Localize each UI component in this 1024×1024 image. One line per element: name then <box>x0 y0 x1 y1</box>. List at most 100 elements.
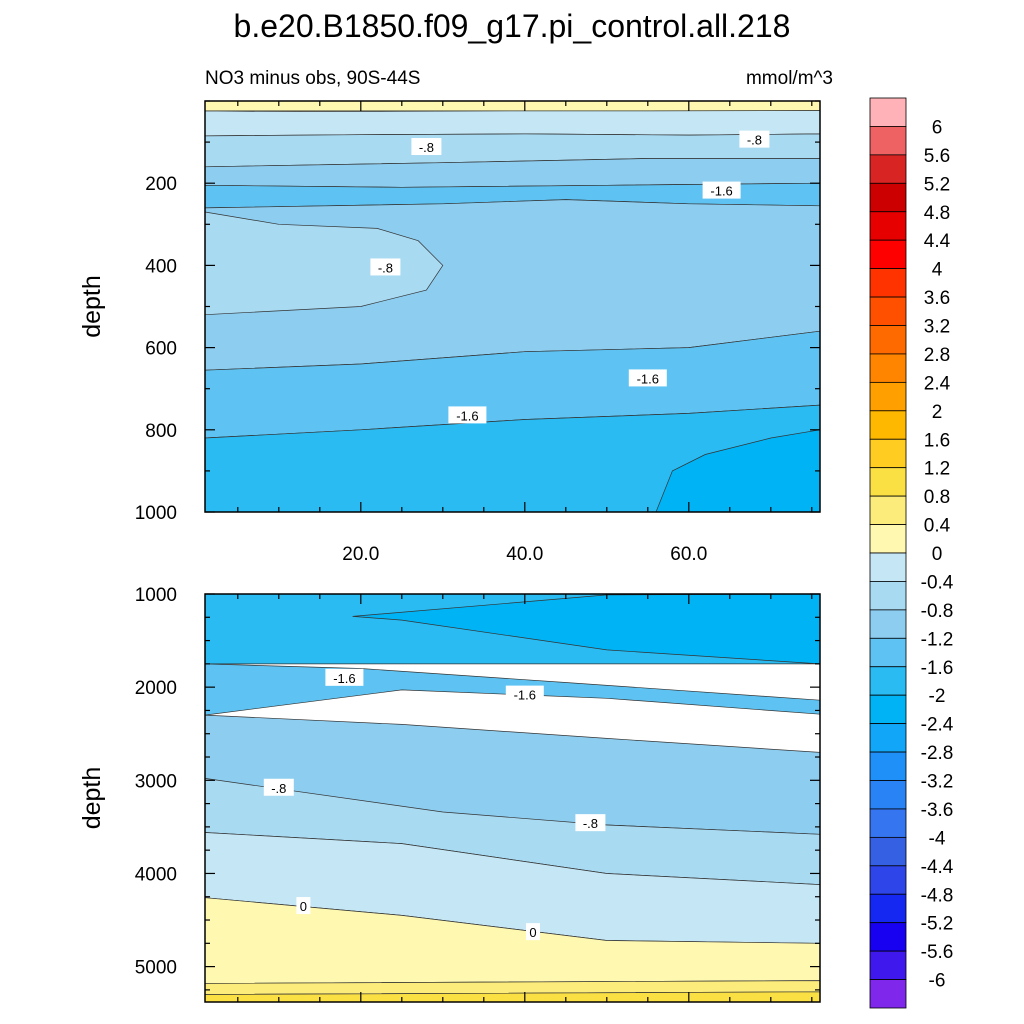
colorbar-label: -0.4 <box>921 572 954 593</box>
contour-label-bg <box>411 138 442 156</box>
colorbar-swatch <box>869 751 907 781</box>
colorbar-swatch <box>869 97 907 127</box>
colorbar-label: -2 <box>929 686 946 707</box>
colorbar-swatch <box>869 836 907 867</box>
x-tick-label: 60.0 <box>670 544 707 565</box>
colorbar-label: 6 <box>932 117 943 138</box>
figure-title: b.e20.B1850.f09_g17.pi_control.all.218 <box>234 8 791 44</box>
upper-contour-panel: -.8 -.8 -1.6 -.8 -1.6 -1.6 200 400 600 800 1000 20.… <box>78 100 821 565</box>
contour-label: -.8 <box>378 260 393 275</box>
colorbar-label: 3.2 <box>924 317 950 338</box>
y-axis-title: depth <box>78 767 106 830</box>
colorbar-swatch <box>869 893 907 924</box>
contour-label-bg <box>370 258 401 276</box>
colorbar-swatch <box>869 467 907 497</box>
y-tick-label: 1000 <box>135 503 177 524</box>
colorbar-label: 1.6 <box>924 430 950 451</box>
y-tick-label: 400 <box>145 256 177 277</box>
colorbar-swatch <box>869 694 907 725</box>
colorbar-swatch <box>869 552 907 582</box>
contour-label-bg <box>448 406 487 424</box>
colorbar-swatch <box>869 495 907 525</box>
colorbar-swatch <box>869 609 907 639</box>
colorbar-swatch <box>869 438 907 469</box>
left-subtitle: NO3 minus obs, 90S-44S <box>205 68 420 89</box>
colorbar-label: 3.6 <box>924 288 950 309</box>
colorbar-swatch <box>869 808 907 838</box>
contour-label-bg <box>325 668 364 686</box>
colorbar-swatch <box>869 154 907 184</box>
contour-label: -1.6 <box>637 371 659 386</box>
colorbar-label: -5.6 <box>921 942 954 963</box>
contour-band <box>205 110 820 137</box>
colorbar-label: 5.2 <box>924 174 950 195</box>
contour-label-bg <box>505 685 544 703</box>
colorbar-label: 2.8 <box>924 345 950 366</box>
contour-label-bg <box>628 369 667 387</box>
contour-band <box>205 404 820 512</box>
colorbar-swatch <box>869 381 907 412</box>
contour-label: -1.6 <box>710 184 732 199</box>
colorbar-swatch <box>869 268 907 298</box>
colorbar-label: 4 <box>932 260 943 281</box>
colorbar-label: 4.4 <box>924 231 951 252</box>
contour-band <box>655 429 820 512</box>
colorbar-swatch <box>869 410 907 440</box>
colorbar-label: -4 <box>929 828 946 849</box>
colorbar-swatch <box>869 296 907 326</box>
y-tick-label: 3000 <box>135 771 177 792</box>
y-tick-label: 4000 <box>135 864 177 885</box>
contour-band <box>205 101 820 112</box>
contour-label: -.8 <box>583 816 598 831</box>
colorbar: 6 5.6 5.2 4.8 4.4 4 3.6 3.2 2.8 2.4 2 1.6 1.2 0.8 0.4 0… <box>869 97 954 1009</box>
colorbar-swatch <box>869 950 907 980</box>
contour-label-bg <box>526 923 540 941</box>
contour-label-bg <box>296 897 311 915</box>
colorbar-label: 1.2 <box>924 459 950 480</box>
lower-contour-panel: -1.6 -1.6 -.8 -.8 0 0 1000 2000 3000 4000 5000 dept… <box>78 585 821 1003</box>
colorbar-swatch <box>869 979 907 1009</box>
colorbar-label: 0.4 <box>924 516 951 537</box>
colorbar-label: -6 <box>929 971 946 992</box>
y-tick-label: 200 <box>145 174 177 195</box>
contour-band <box>205 897 820 984</box>
colorbar-label: 2.4 <box>924 373 951 394</box>
contour-fills: -.8 -.8 -1.6 -.8 -1.6 -1.6 <box>205 101 820 512</box>
contour-label: -1.6 <box>456 408 478 423</box>
colorbar-label: 4.8 <box>924 203 950 224</box>
colorbar-label: -3.2 <box>921 772 954 793</box>
colorbar-swatch <box>869 211 907 241</box>
colorbar-label: -4.4 <box>921 857 954 878</box>
y-tick-label: 5000 <box>135 958 177 979</box>
contour-label-bg <box>575 814 606 832</box>
contour-label: -1.6 <box>333 671 355 686</box>
y-tick-label: 2000 <box>135 678 177 699</box>
colorbar-label: -1.6 <box>921 658 954 679</box>
y-tick-label: 600 <box>145 339 177 360</box>
contour-label: -.8 <box>271 781 286 796</box>
colorbar-swatch <box>869 239 907 270</box>
colorbar-swatch <box>869 723 907 753</box>
colorbar-swatch <box>869 922 907 952</box>
colorbar-swatch <box>869 780 907 810</box>
colorbar-label: -3.6 <box>921 800 954 821</box>
colorbar-label: 5.6 <box>924 146 950 167</box>
colorbar-swatch <box>869 182 907 213</box>
colorbar-swatch <box>869 666 907 696</box>
contour-label: 0 <box>529 925 536 940</box>
contour-label: 0 <box>300 899 307 914</box>
colorbar-label: -4.8 <box>921 885 954 906</box>
colorbar-label: -0.8 <box>921 601 954 622</box>
contour-label-bg <box>702 181 741 199</box>
contour-band <box>205 991 820 1002</box>
y-tick-label: 800 <box>145 421 177 442</box>
colorbar-swatch <box>869 637 907 668</box>
x-tick-label: 20.0 <box>342 544 379 565</box>
x-tick-label: 40.0 <box>506 544 543 565</box>
colorbar-label: 2 <box>932 402 943 423</box>
colorbar-swatch <box>869 524 907 554</box>
y-tick-label: 1000 <box>135 585 177 606</box>
colorbar-label: -2.8 <box>921 743 954 764</box>
contour-label-bg <box>263 778 294 796</box>
